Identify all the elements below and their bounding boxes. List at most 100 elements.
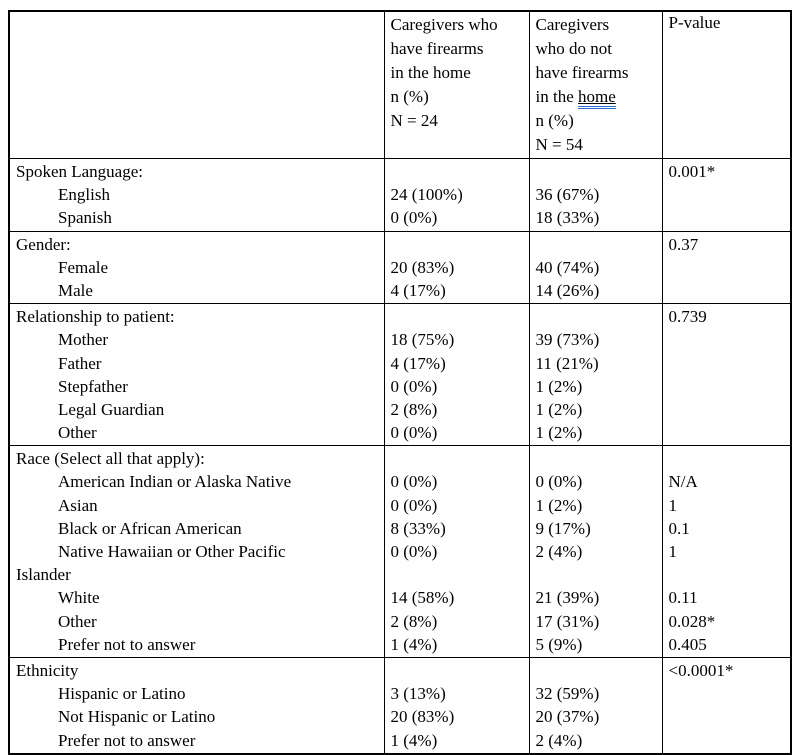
cell-value: 17 (31%) (535, 611, 600, 631)
header-line: N = 54 (535, 135, 583, 154)
cell-value: 0 (0%) (390, 542, 438, 561)
header-row: Caregivers who have firearms in the home n … (8, 10, 792, 159)
cell-value: 0 (0%) (535, 472, 583, 492)
cell-value: 0.1 (668, 518, 690, 538)
cell-value: 0 (0%) (390, 495, 438, 515)
gender-label-cell: Gender: Female Male (8, 230, 385, 305)
cell-value: 18 (33%) (535, 208, 600, 228)
cell-value: 20 (83%) (390, 257, 455, 277)
cell-value: 2 (8%) (390, 399, 438, 419)
cell-value: 0 (0%) (390, 208, 438, 228)
section-row-relationship-to-patient: Relationship to patient: Mother Father Step… (8, 303, 792, 447)
relationship-to-patient-firearms-value-cell: 18 (75%) 4 (17%) 0 (0%) 2 (8%) 0 (0%) (383, 303, 530, 447)
cell-value (391, 233, 525, 256)
header-pvalue: P-value (661, 10, 792, 159)
cell-value: 1 (2%) (535, 495, 583, 515)
header-line: Caregivers who (390, 15, 498, 34)
row-label: Father (58, 353, 102, 373)
row-label: Legal Guardian (58, 399, 165, 419)
cell-value (391, 563, 525, 586)
header-line: N = 24 (390, 111, 438, 130)
row-label: Spoken Language: (16, 162, 143, 181)
cell-value: 3 (13%) (390, 684, 446, 704)
cell-value (669, 183, 787, 206)
row-label: Mother (58, 330, 109, 350)
header-line: who do not (535, 39, 613, 58)
cell-value (669, 729, 787, 752)
section-row-ethnicity: Ethnicity Hispanic or Latino Not Hispanic … (8, 656, 792, 755)
row-label: American Indian or Alaska Native (58, 472, 292, 492)
cell-value (669, 375, 787, 398)
row-label: Asian (58, 495, 98, 515)
cell-value (669, 705, 787, 728)
cell-value: 39 (73%) (535, 330, 600, 350)
spoken-language-label-cell: Spoken Language: English Spanish (8, 158, 385, 232)
cell-value: 2 (4%) (535, 730, 583, 750)
header-caregivers-no-firearms: Caregivers who do not have firearms in the … (528, 10, 663, 159)
spoken-language-pvalue-cell: 0.001* (661, 158, 792, 232)
cell-value (669, 398, 787, 421)
row-label: Islander (16, 565, 71, 585)
race-pvalue-cell: N/A 1 0.1 1 0.11 0.028* 0.405 (661, 445, 792, 658)
gender-pvalue-cell: 0.37 (661, 230, 792, 305)
cell-value: 0.405 (668, 634, 707, 654)
cell-value (391, 305, 525, 328)
row-label: Other (58, 611, 97, 631)
row-label: Other (58, 423, 97, 443)
cell-value (536, 447, 658, 470)
cell-value: 14 (58%) (390, 588, 455, 608)
ethnicity-pvalue-cell: <0.0001* (661, 656, 792, 755)
row-label: Spanish (58, 208, 112, 228)
cell-value (536, 160, 658, 183)
cell-value: 20 (83%) (390, 707, 455, 727)
cell-value (536, 233, 658, 256)
row-label: Native Hawaiian or Other Pacific (58, 542, 286, 561)
cell-value: 1 (4%) (390, 730, 438, 750)
cell-value: 0.11 (668, 588, 698, 608)
header-line: n (%) (535, 111, 574, 130)
header-caregivers-firearms: Caregivers who have firearms in the home n … (383, 10, 530, 159)
race-firearms-value-cell: 0 (0%) 0 (0%) 8 (33%) 0 (0%) 14 (58%) 2 (8%) 1… (383, 445, 530, 658)
row-label: Female (58, 257, 109, 277)
cell-value (669, 328, 787, 351)
cell-value: 0.739 (668, 307, 707, 327)
cell-value (391, 659, 525, 682)
cell-value: <0.0001* (668, 660, 734, 680)
cell-value (669, 352, 787, 375)
relationship-to-patient-no-firearms-value-cell: 39 (73%) 11 (21%) 1 (2%) 1 (2%) 1 (2%) (528, 303, 663, 447)
cell-value (536, 659, 658, 682)
cell-value: 1 (2%) (535, 376, 583, 396)
cell-value (669, 206, 787, 229)
cell-value: 40 (74%) (535, 257, 600, 277)
cell-value: 1 (2%) (535, 399, 583, 419)
row-label: Gender: (16, 234, 71, 254)
row-label: Male (58, 280, 93, 300)
header-blank-cell (8, 10, 385, 159)
cell-value: 0 (0%) (390, 376, 438, 396)
cell-value (391, 160, 525, 183)
cell-value: 11 (21%) (535, 353, 599, 373)
row-label: Not Hispanic or Latino (58, 707, 216, 727)
cell-value: 2 (4%) (535, 542, 583, 561)
cell-value: 1 (668, 542, 678, 561)
cell-value: 0 (0%) (390, 472, 438, 492)
header-line: Caregivers (535, 15, 610, 34)
ethnicity-label-cell: Ethnicity Hispanic or Latino Not Hispanic … (8, 656, 385, 755)
cell-value: 24 (100%) (390, 185, 463, 205)
header-line: in the home (536, 85, 658, 109)
race-label-cell: Race (Select all that apply): American In… (8, 445, 385, 658)
cell-value: 1 (668, 495, 678, 515)
grammar-underlined-word: home (578, 87, 616, 109)
cell-value: 4 (17%) (390, 353, 446, 373)
cell-value (669, 447, 787, 470)
cell-value (669, 682, 787, 705)
row-label: Prefer not to answer (58, 730, 196, 750)
race-no-firearms-value-cell: 0 (0%) 1 (2%) 9 (17%) 2 (4%) 21 (39%) 17 (31%… (528, 445, 663, 658)
cell-value: 1 (4%) (390, 634, 438, 654)
row-label: White (58, 588, 100, 608)
cell-value: 0.028* (668, 611, 716, 631)
row-label: Ethnicity (16, 660, 79, 680)
cell-value: 0.001* (668, 162, 716, 181)
row-label: Prefer not to answer (58, 634, 196, 654)
cell-value (391, 447, 525, 470)
